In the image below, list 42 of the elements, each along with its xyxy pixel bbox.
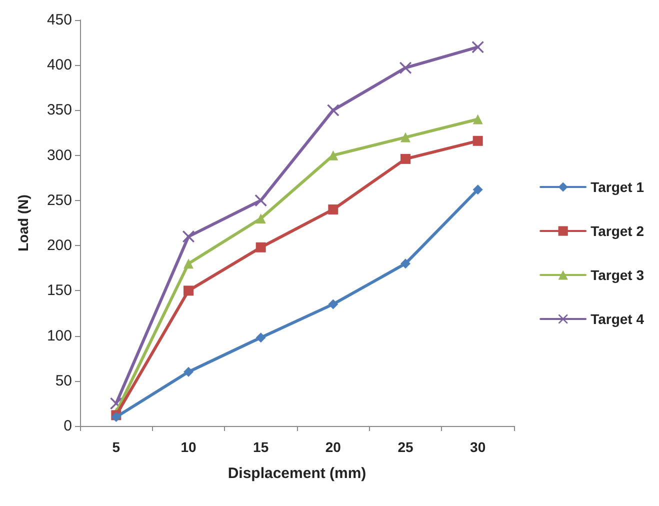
point — [184, 258, 194, 269]
y-tick-label: 350 — [46, 102, 72, 119]
point — [256, 332, 266, 343]
point — [472, 184, 483, 195]
y-tick-label: 450 — [46, 12, 72, 28]
y-tick-label: 200 — [46, 237, 72, 254]
y-tick-label: 0 — [64, 418, 72, 434]
y-tick-label: 50 — [55, 372, 72, 390]
point — [400, 258, 410, 269]
point — [184, 286, 194, 296]
y-tick-label: 250 — [46, 192, 72, 209]
point — [472, 136, 483, 146]
point — [182, 230, 194, 243]
legend-label: Target 4 — [590, 311, 644, 327]
point — [328, 204, 338, 214]
y-tick-label: 400 — [46, 56, 72, 74]
x-tick-label: 25 — [398, 439, 414, 455]
point — [472, 114, 483, 124]
x-tick-label: 15 — [253, 439, 269, 455]
legend-label: Target 1 — [590, 179, 644, 195]
y-tick-label: 100 — [46, 327, 72, 344]
legend-label: Target 2 — [590, 223, 644, 239]
point — [472, 41, 484, 54]
y-tick-label: 300 — [46, 146, 72, 164]
x-axis-title: Displacement (mm) — [228, 465, 366, 482]
point — [254, 194, 267, 206]
y-tick-label: 150 — [46, 282, 72, 300]
x-tick-label: 5 — [112, 439, 120, 455]
point — [400, 154, 410, 164]
x-tick-label: 10 — [180, 439, 196, 455]
y-axis-title: Load (N) — [15, 194, 31, 252]
point — [400, 62, 412, 74]
x-tick-label: 30 — [470, 439, 486, 455]
point — [400, 132, 410, 142]
point — [328, 150, 338, 160]
point — [256, 242, 266, 252]
legend-label: Target 3 — [590, 267, 644, 283]
point — [327, 104, 340, 116]
point — [256, 213, 266, 224]
point — [328, 299, 338, 310]
point — [184, 366, 194, 377]
x-tick-label: 20 — [325, 439, 342, 455]
